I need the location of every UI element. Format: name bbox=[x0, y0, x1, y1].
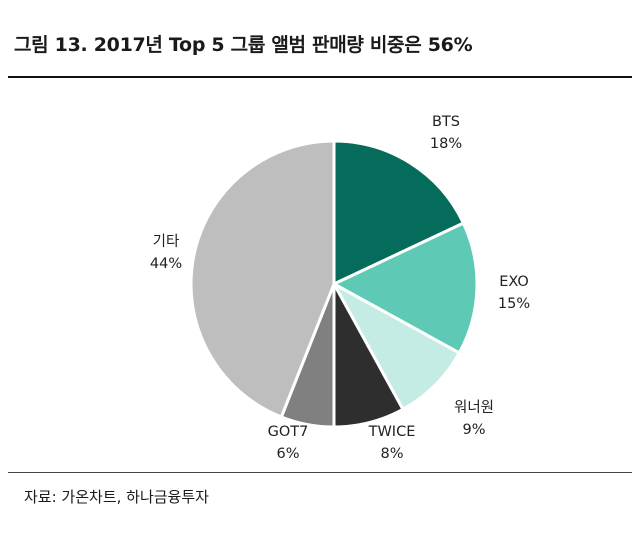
slice-label-5: GOT7 bbox=[268, 424, 309, 440]
slice-value-label-4: 8% bbox=[380, 446, 403, 462]
title-rule bbox=[8, 76, 632, 78]
source-rule bbox=[8, 472, 632, 473]
slice-label-6: 기타 bbox=[153, 233, 180, 250]
pie-slice-6 bbox=[189, 139, 336, 419]
slice-label-3: 워너원 bbox=[454, 399, 494, 416]
slice-label-4: TWICE bbox=[368, 424, 416, 440]
slice-value-label-3: 9% bbox=[462, 422, 485, 438]
pie-slice-2 bbox=[332, 221, 479, 355]
pie-slice-3 bbox=[332, 282, 461, 411]
pie-slice-1 bbox=[332, 139, 465, 286]
source-note: 자료: 가온차트, 하나금융투자 bbox=[24, 488, 209, 506]
pie-slices bbox=[189, 139, 479, 429]
chart-title: 그림 13. 2017년 Top 5 그룹 앨범 판매량 비중은 56% bbox=[14, 34, 473, 56]
pie-labels: BTS 18% EXO 15% 워너원 9% TWICE 8% GOT7 6% 기타 44% bbox=[150, 114, 530, 462]
slice-value-label-2: 15% bbox=[498, 296, 530, 312]
slice-label-1: BTS bbox=[432, 114, 460, 130]
slice-value-label-6: 44% bbox=[150, 256, 182, 272]
slice-label-2: EXO bbox=[499, 274, 529, 290]
slice-value-label-5: 6% bbox=[276, 446, 299, 462]
slice-value-label-1: 18% bbox=[430, 136, 462, 152]
